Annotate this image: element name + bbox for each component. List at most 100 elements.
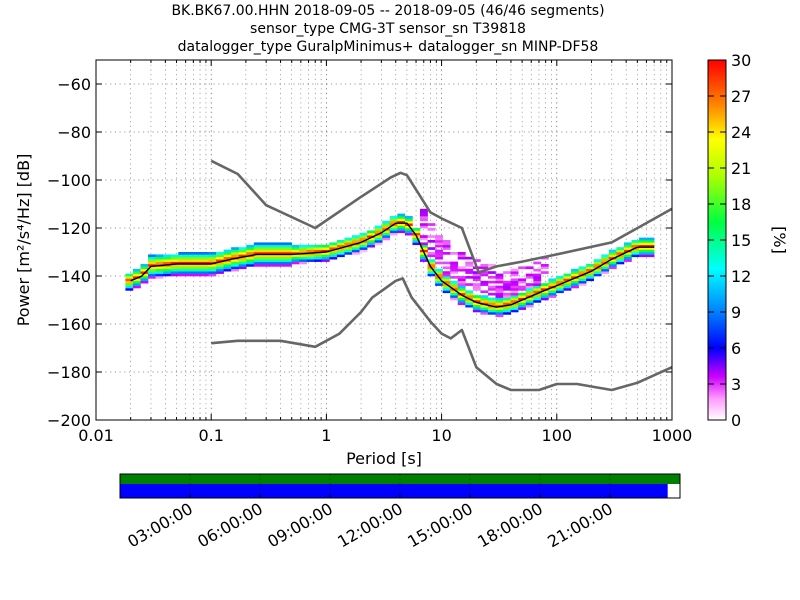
psd-cell — [193, 254, 202, 258]
psd-cell — [140, 273, 149, 277]
psd-cell — [472, 276, 481, 279]
x-tick-label: 0.01 — [78, 426, 114, 445]
psd-cell — [533, 261, 542, 265]
psd-cell — [404, 228, 413, 231]
psd-cell — [284, 244, 292, 248]
psd-cell — [465, 302, 474, 306]
psd-cell — [525, 288, 534, 291]
psd-cell — [216, 261, 224, 265]
timeline-tick-labels: 03:00:0006:00:0009:00:0012:00:0015:00:00… — [124, 499, 616, 551]
psd-cell — [344, 249, 353, 253]
psd-cell — [193, 273, 202, 277]
timeline-tick-label: 18:00:00 — [474, 499, 546, 551]
psd-cell — [563, 288, 572, 291]
psd-cell — [148, 268, 156, 272]
psd-cell — [465, 304, 474, 308]
psd-cell — [178, 268, 187, 272]
psd-cell — [593, 271, 602, 274]
psd-cell — [352, 252, 360, 255]
psd-cell — [231, 268, 240, 272]
psd-cell — [646, 237, 655, 241]
psd-cell — [284, 242, 292, 246]
psd-cell — [525, 304, 534, 308]
psd-cell — [193, 271, 202, 274]
psd-cell — [163, 259, 172, 262]
psd-cell — [510, 288, 519, 291]
psd-cell — [442, 280, 451, 284]
psd-cell — [563, 276, 572, 279]
psd-cell — [261, 244, 270, 248]
psd-cell — [442, 273, 451, 277]
psd-cell — [253, 252, 262, 255]
psd-cell — [132, 280, 141, 284]
colorbar-tick-label: 27 — [731, 87, 751, 106]
psd-cell — [457, 292, 466, 296]
plot-frame — [95, 59, 673, 421]
psd-cell — [382, 220, 391, 224]
psd-cell — [503, 307, 511, 310]
psd-cell — [435, 235, 443, 238]
psd-cell — [555, 285, 564, 289]
psd-cell — [533, 300, 542, 303]
psd-cell — [586, 266, 595, 270]
psd-cell — [268, 244, 277, 248]
psd-cell — [427, 273, 436, 277]
psd-cell — [231, 266, 240, 270]
psd-cell — [148, 276, 156, 279]
psd-cell — [170, 254, 179, 258]
psd-cell — [276, 261, 285, 265]
x-tick-label: 100 — [542, 426, 573, 445]
psd-cell — [178, 266, 187, 270]
psd-cell — [518, 295, 527, 298]
psd-cell — [336, 254, 345, 258]
psd-cell — [382, 230, 391, 234]
psd-cell — [548, 288, 557, 291]
psd-cell — [216, 264, 224, 267]
psd-cell — [352, 235, 360, 238]
psd-cell — [457, 288, 466, 291]
psd-cell — [231, 261, 240, 265]
psd-cell — [299, 256, 307, 260]
psd-cell — [246, 244, 255, 248]
psd-cell — [374, 240, 383, 243]
psd-cell — [533, 285, 542, 289]
psd-cell — [132, 268, 141, 272]
psd-cell — [336, 252, 345, 255]
psd-cell — [276, 249, 285, 253]
psd-cell — [540, 285, 549, 289]
psd-cell — [608, 259, 617, 262]
psd-cell — [420, 247, 428, 250]
psd-cell — [148, 259, 156, 262]
psd-cell — [510, 292, 519, 296]
psd-cell — [344, 242, 353, 246]
y-tick-label: −200 — [47, 411, 91, 430]
psd-cell — [193, 268, 202, 272]
psd-cell — [125, 278, 134, 282]
psd-cell — [253, 259, 262, 262]
psd-cell — [336, 242, 345, 246]
x-tick-label: 0.1 — [198, 426, 223, 445]
psd-cell — [540, 266, 549, 270]
psd-cell — [397, 218, 406, 222]
psd-cell — [533, 295, 542, 298]
psd-cell — [208, 264, 217, 267]
psd-cell — [450, 268, 459, 272]
psd-cell — [487, 309, 496, 313]
psd-cell — [472, 283, 481, 286]
psd-cell — [571, 273, 579, 277]
psd-cell — [563, 280, 572, 284]
psd-cell — [540, 292, 549, 296]
psd-cell — [548, 292, 557, 296]
psd-cell — [284, 256, 292, 260]
psd-cell — [268, 249, 277, 253]
psd-cell — [525, 297, 534, 301]
psd-cell — [586, 264, 595, 267]
psd-cell — [284, 261, 292, 265]
y-tick-label: −180 — [47, 363, 91, 382]
psd-cell — [140, 276, 149, 279]
psd-cell — [427, 228, 436, 231]
psd-cell — [276, 247, 285, 250]
psd-cell — [412, 232, 421, 236]
psd-cell — [608, 266, 617, 270]
psd-cell — [571, 283, 579, 286]
